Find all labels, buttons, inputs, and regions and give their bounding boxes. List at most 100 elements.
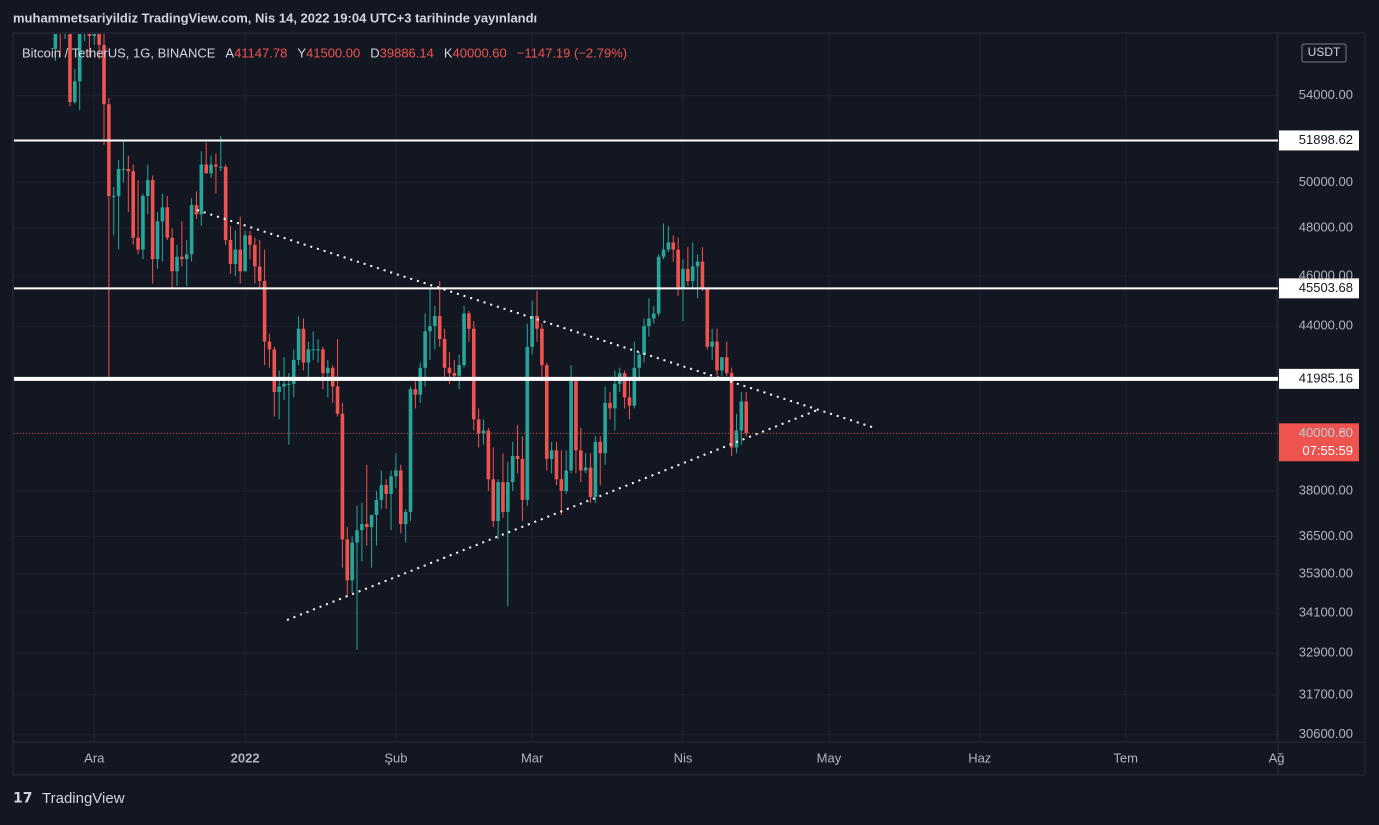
candle-body xyxy=(257,266,262,282)
candle-body xyxy=(141,195,145,250)
y-tick-label: 30600.00 xyxy=(1299,726,1353,741)
candle-body xyxy=(369,514,374,528)
y-tick-label: 44000.00 xyxy=(1299,318,1353,333)
candle-body xyxy=(457,365,461,376)
candle-body xyxy=(462,313,466,366)
candles xyxy=(53,25,749,650)
candle-body xyxy=(102,44,106,105)
level-label: 41985.16 xyxy=(1299,370,1353,385)
candle-body xyxy=(622,373,627,398)
candle-body xyxy=(447,367,452,374)
x-tick-label: Haz xyxy=(968,750,991,765)
candle-body xyxy=(184,254,189,260)
candle-body xyxy=(632,367,637,406)
candle-body xyxy=(720,357,724,371)
logo-mark: 𝟭𝟳 xyxy=(13,790,32,806)
candle-body xyxy=(544,365,549,459)
candle-body xyxy=(180,256,184,260)
x-tick-label: Şub xyxy=(384,750,407,765)
candle-body xyxy=(243,235,247,272)
ohlc-value: 39886.14 xyxy=(380,45,434,60)
candle-body xyxy=(510,456,515,483)
level-box xyxy=(1279,368,1359,389)
x-tick-label: Ağ xyxy=(1269,750,1285,765)
candle-body xyxy=(316,349,320,351)
candle-body xyxy=(506,482,510,512)
candle-body xyxy=(705,288,710,347)
candle-body xyxy=(496,482,500,522)
candle-body xyxy=(651,313,656,319)
candle-body xyxy=(296,328,301,360)
candle-body xyxy=(214,164,218,167)
candle-body xyxy=(53,34,58,49)
candle-body xyxy=(613,383,617,409)
candle-body xyxy=(540,328,544,366)
candle-body xyxy=(150,180,155,260)
candle-body xyxy=(598,441,603,454)
x-tick-label: Ara xyxy=(84,750,105,765)
y-tick-label: 54000.00 xyxy=(1299,87,1353,102)
candle-body xyxy=(413,389,418,395)
candle-body xyxy=(291,359,296,384)
candle-body xyxy=(335,386,340,414)
candle-body xyxy=(574,381,578,451)
candle-body xyxy=(486,430,491,480)
countdown: 07:55:59 xyxy=(1302,443,1353,458)
candle-body xyxy=(145,180,150,196)
ohlc-value: 41500.00 xyxy=(306,45,360,60)
last-price-box xyxy=(1279,423,1359,462)
x-tick-label: Nis xyxy=(674,750,693,765)
candle-body xyxy=(515,456,520,459)
candle-body xyxy=(627,397,632,406)
candle-body xyxy=(394,470,398,477)
currency-box xyxy=(1301,43,1347,63)
candle-body xyxy=(428,326,432,332)
candle-body xyxy=(218,166,223,168)
candle-body xyxy=(433,315,437,327)
candle-body xyxy=(136,237,140,250)
currency: USDT xyxy=(1308,45,1341,59)
x-tick-label: Mar xyxy=(521,750,544,765)
candle-body xyxy=(603,402,607,454)
candle-body xyxy=(501,482,505,512)
candle-body xyxy=(228,240,233,264)
candle-body xyxy=(642,326,646,355)
candle-body xyxy=(418,367,423,395)
candle-body xyxy=(58,25,62,33)
overlay: 40000.60 07:55:59 51898.62 45503.68 41985.16 xyxy=(14,130,1359,462)
candle-body xyxy=(311,349,316,351)
lower-trend-line xyxy=(286,408,821,621)
x-tick-label: 2022 xyxy=(231,750,260,765)
candle-body xyxy=(360,524,364,531)
candle-body xyxy=(267,341,272,350)
candle-body xyxy=(355,530,359,543)
candle-body xyxy=(121,168,126,170)
level-label: 45503.68 xyxy=(1299,280,1353,295)
candle-body xyxy=(535,315,539,329)
candle-body xyxy=(282,383,286,387)
ohlc-key: Y xyxy=(297,45,306,60)
candle-body xyxy=(403,511,408,525)
candle-body xyxy=(744,401,749,434)
grid xyxy=(14,33,1278,742)
candle-body xyxy=(97,34,101,45)
candle-body xyxy=(238,249,243,272)
candle-body xyxy=(569,381,573,471)
candle-body xyxy=(637,354,641,368)
candle-body xyxy=(525,346,530,500)
candle-body xyxy=(272,349,277,392)
candle-body xyxy=(476,419,481,434)
candle-body xyxy=(126,168,131,172)
candle-body xyxy=(223,166,228,241)
candle-body xyxy=(408,389,413,512)
y-tick-label: 38000.00 xyxy=(1299,482,1353,497)
candle-body xyxy=(579,450,583,471)
y-tick-label: 35300.00 xyxy=(1299,565,1353,580)
candle-body xyxy=(491,479,496,522)
candle-body xyxy=(564,470,569,492)
symbol: Bitcoin / TetherUS, 1G, BINANCE xyxy=(22,45,216,60)
candle-body xyxy=(262,281,267,342)
candle-body xyxy=(87,34,92,36)
candle-body xyxy=(253,244,257,267)
